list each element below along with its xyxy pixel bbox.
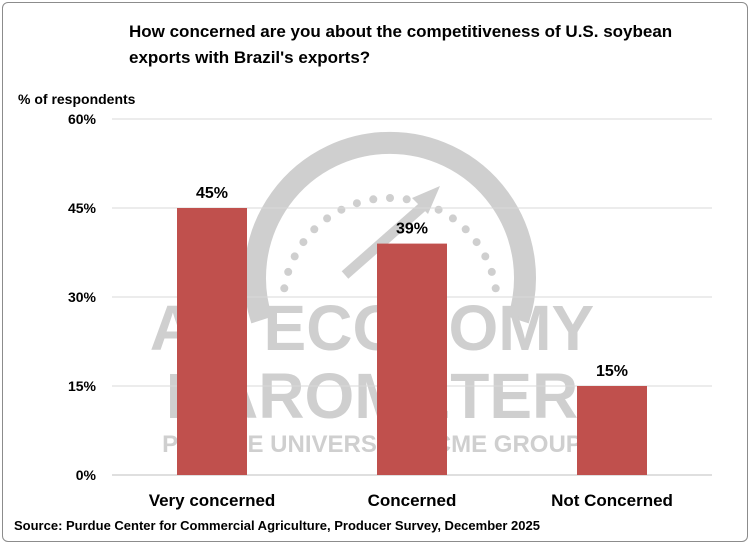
data-label: 39% bbox=[396, 221, 428, 238]
bar-not-concerned bbox=[577, 386, 647, 475]
watermark-tick-icon bbox=[369, 195, 378, 204]
watermark-tick-icon bbox=[448, 214, 457, 223]
watermark-tick-icon bbox=[310, 225, 319, 234]
watermark-tick-icon bbox=[481, 252, 490, 261]
y-tick-label: 15% bbox=[68, 378, 97, 394]
y-tick-label: 45% bbox=[68, 200, 97, 216]
watermark-tick-icon bbox=[491, 284, 500, 293]
category-labels: Very concerned Concerned Not Concerned bbox=[149, 491, 673, 510]
watermark-tick-icon bbox=[290, 252, 299, 261]
watermark-tick-icon bbox=[284, 267, 293, 276]
bars bbox=[177, 208, 647, 475]
chart-title: How concerned are you about the competit… bbox=[129, 22, 673, 67]
y-tick-label: 30% bbox=[68, 289, 97, 305]
data-label: 45% bbox=[196, 185, 228, 202]
data-label: 15% bbox=[596, 363, 628, 380]
category-label: Very concerned bbox=[149, 491, 276, 510]
watermark-tick-icon bbox=[323, 214, 332, 223]
watermark-tick-icon bbox=[299, 238, 308, 247]
watermark-gauge-icon bbox=[244, 131, 536, 324]
bar-concerned bbox=[377, 243, 447, 475]
y-axis-label: % of respondents bbox=[18, 91, 136, 107]
watermark-tick-icon bbox=[461, 225, 470, 234]
watermark-tick-icon bbox=[472, 238, 481, 247]
y-tick-label: 60% bbox=[68, 111, 97, 127]
watermark-tick-icon bbox=[402, 195, 411, 204]
watermark-tick-icon bbox=[352, 199, 361, 208]
category-label: Concerned bbox=[368, 491, 457, 510]
y-tick-label: 0% bbox=[76, 467, 97, 483]
watermark-needle-icon bbox=[341, 198, 432, 279]
watermark-tick-icon bbox=[386, 194, 394, 202]
watermark-tick-icon bbox=[434, 205, 443, 214]
watermark-tick-icon bbox=[487, 267, 496, 276]
watermark-tick-icon bbox=[337, 205, 346, 214]
bar-very-concerned bbox=[177, 208, 247, 475]
source-note: Source: Purdue Center for Commercial Agr… bbox=[14, 518, 540, 533]
data-labels: 45% 39% 15% bbox=[196, 185, 628, 380]
category-label: Not Concerned bbox=[551, 491, 673, 510]
y-axis-ticks: 0% 15% 30% 45% 60% bbox=[68, 111, 97, 483]
watermark-tick-icon bbox=[280, 284, 289, 293]
watermark-arrow-icon bbox=[412, 186, 440, 214]
